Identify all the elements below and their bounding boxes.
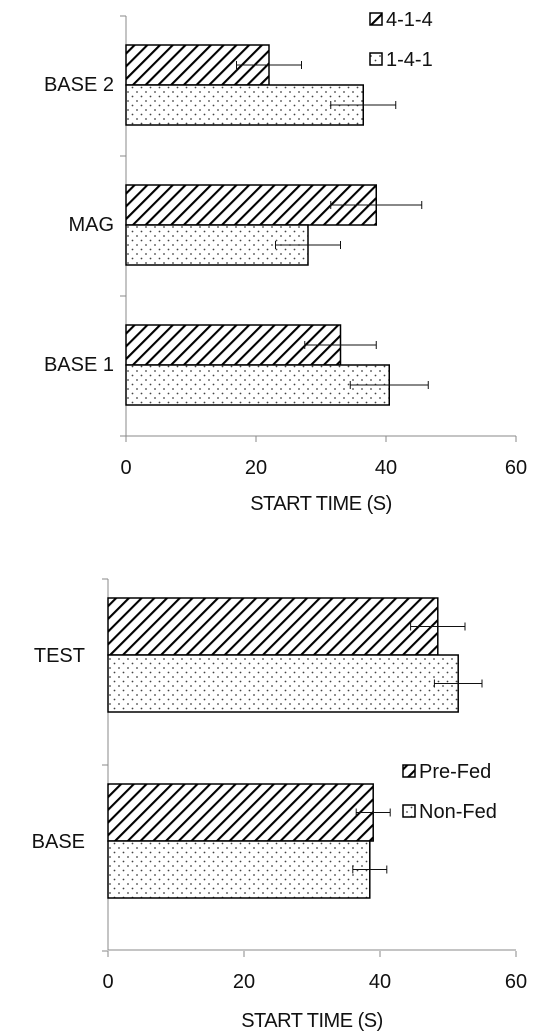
legend-label-pre-fed: Pre-Fed [419, 761, 491, 783]
error-bar-base-1-1-4-1 [349, 381, 429, 389]
error-bar-test-non-fed [433, 679, 483, 688]
legend-label-4-1-4: 4-1-4 [386, 9, 433, 31]
category-label-mag: MAG [68, 214, 114, 236]
error-bar-base-pre-fed [355, 808, 391, 817]
error-bar-base-1-4-1-4 [304, 341, 377, 349]
x-axis-title: START TIME (S) [241, 1010, 383, 1032]
bar-base-non-fed [107, 840, 371, 899]
legend: 4-1-4 1-4-1 [369, 9, 433, 71]
x-tick-label: 40 [369, 971, 391, 993]
chart-bottom: TEST BASE 0 20 40 60 START TIME (S) Pre-Fed … [32, 578, 527, 1032]
x-tick-label: 40 [375, 457, 397, 479]
x-ticks: 0 20 40 60 [102, 951, 527, 993]
x-tick-label: 20 [245, 457, 267, 479]
bar-base-1-1-4-1 [125, 364, 390, 406]
bar-test-pre-fed [107, 597, 439, 656]
category-label-base-1: BASE 1 [44, 354, 114, 376]
x-tick-label: 0 [102, 971, 113, 993]
error-bar-test-pre-fed [410, 622, 466, 631]
legend: Pre-Fed Non-Fed [402, 761, 497, 823]
legend-swatch-4-1-4 [369, 12, 383, 26]
category-label-test: TEST [34, 645, 85, 667]
chart-top: BASE 2 MAG BASE 1 0 20 40 60 START TIME (S) 4… [44, 9, 527, 515]
bar-base-2-1-4-1 [125, 84, 364, 126]
error-bar-mag-4-1-4 [330, 201, 423, 209]
error-bar-base-2-1-4-1 [330, 101, 397, 109]
bar-test-non-fed [107, 654, 459, 713]
error-bar-mag-1-4-1 [275, 241, 341, 249]
x-ticks: 0 20 40 60 [120, 436, 527, 479]
error-bar-base-2-4-1-4 [236, 61, 302, 69]
bars: TEST BASE [32, 578, 483, 952]
legend-swatch-non-fed [402, 804, 416, 818]
x-tick-label: 20 [233, 971, 255, 993]
x-axis-title: START TIME (S) [250, 493, 392, 515]
bar-base-pre-fed [107, 783, 374, 842]
legend-swatch-1-4-1 [369, 52, 383, 66]
x-tick-label: 60 [505, 971, 527, 993]
category-label-base: BASE [32, 831, 85, 853]
bars: BASE 2 MAG BASE 1 [44, 15, 429, 437]
category-label-base-2: BASE 2 [44, 74, 114, 96]
legend-label-non-fed: Non-Fed [419, 801, 497, 823]
legend-swatch-pre-fed [402, 764, 416, 778]
legend-label-1-4-1: 1-4-1 [386, 49, 433, 71]
error-bar-base-non-fed [352, 865, 388, 874]
x-tick-label: 0 [120, 457, 131, 479]
x-tick-label: 60 [505, 457, 527, 479]
